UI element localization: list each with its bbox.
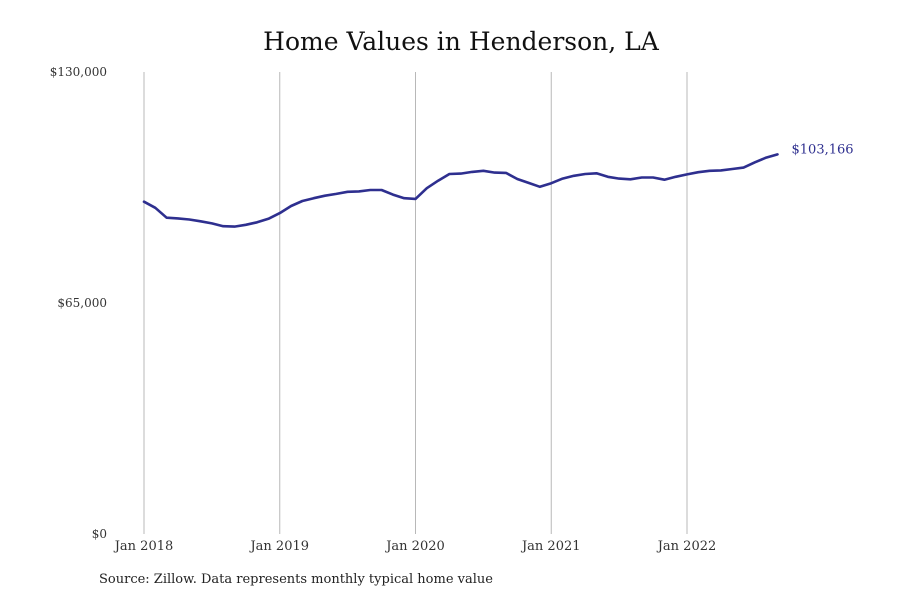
series-line <box>142 153 779 228</box>
y-tick-label: $65,000 <box>57 296 107 310</box>
vertical-gridlines <box>143 72 688 534</box>
x-axis-ticks: Jan 2018 Jan 2019 Jan 2020 Jan 2021 Jan 2022 <box>113 539 717 554</box>
x-tick-label: Jan 2022 <box>656 539 717 554</box>
end-value-label: $103,166 <box>792 142 854 157</box>
x-tick-label: Jan 2020 <box>384 539 445 554</box>
y-axis-ticks: $0 $65,000 $130,000 <box>50 65 107 541</box>
y-tick-label: $130,000 <box>50 65 107 79</box>
x-tick-label: Jan 2018 <box>113 539 174 554</box>
source-note: Source: Zillow. Data represents monthly … <box>99 572 493 587</box>
x-tick-label: Jan 2021 <box>520 539 581 554</box>
chart-title: Home Values in Henderson, LA <box>263 27 659 56</box>
series-layer <box>142 153 779 228</box>
y-tick-label: $0 <box>92 527 107 541</box>
x-tick-label: Jan 2019 <box>248 539 309 554</box>
